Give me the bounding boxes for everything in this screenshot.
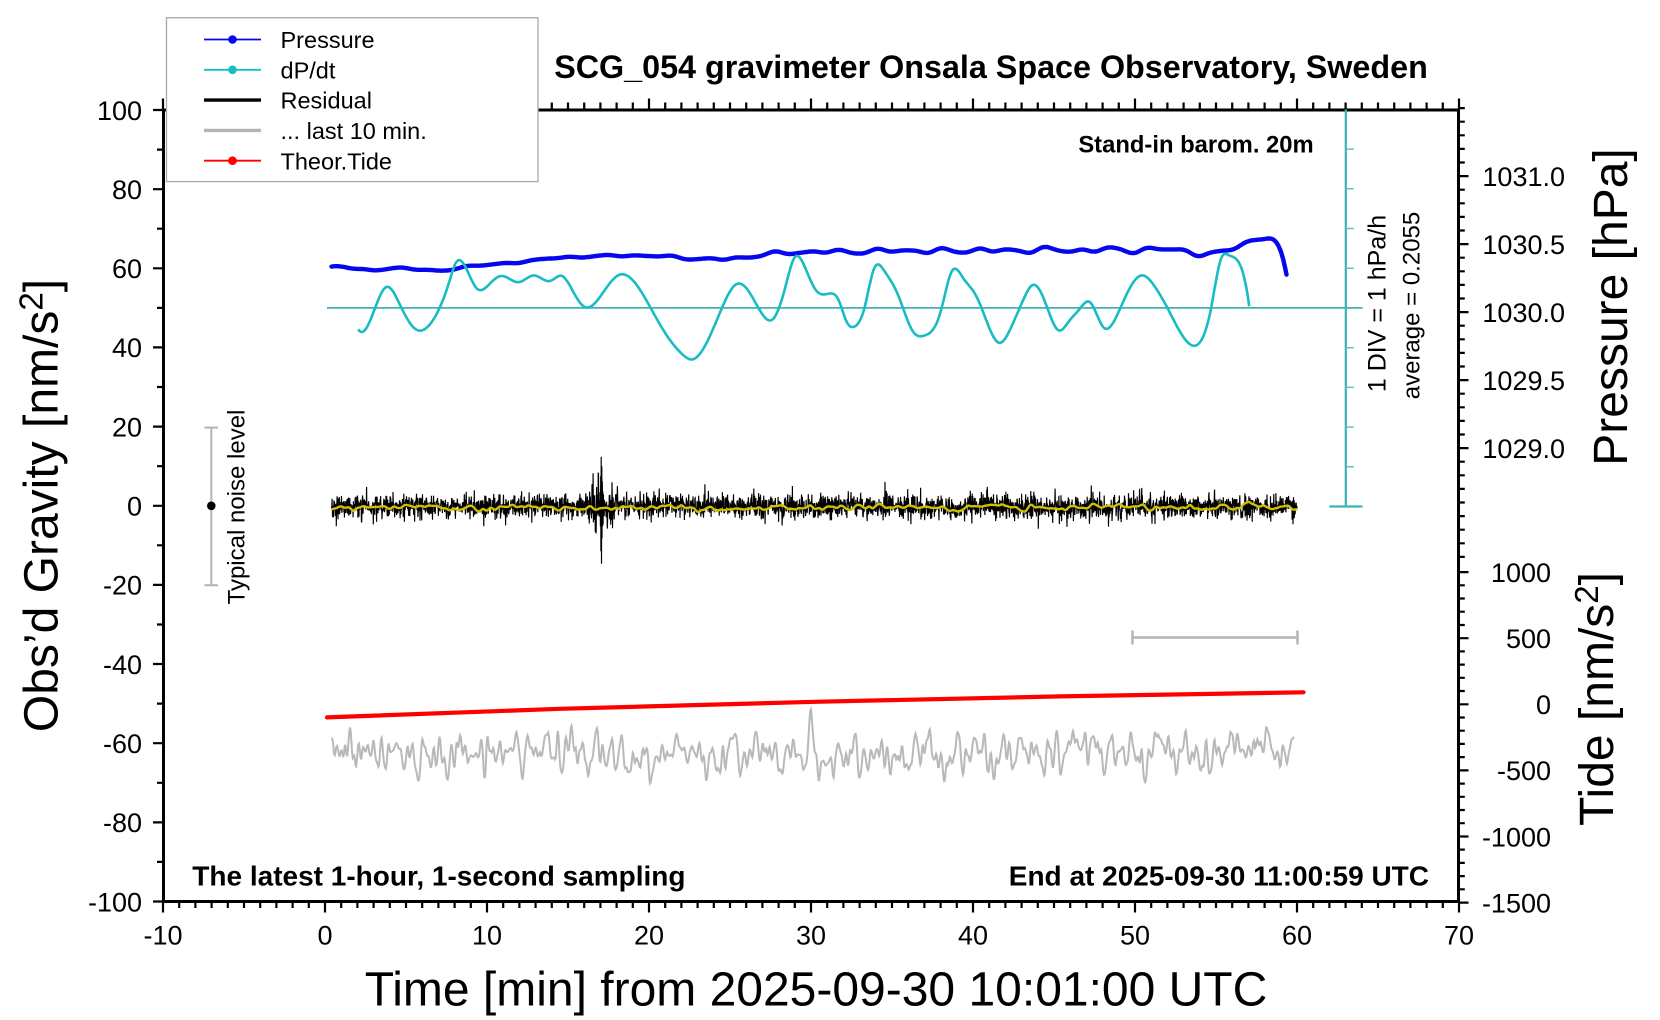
svg-text:Typical noise level: Typical noise level xyxy=(224,410,251,605)
svg-text:-20: -20 xyxy=(103,571,142,601)
svg-text:Pressure: Pressure xyxy=(281,27,375,53)
svg-text:1031.0: 1031.0 xyxy=(1482,162,1565,192)
svg-text:-1000: -1000 xyxy=(1482,822,1551,852)
svg-text:Residual: Residual xyxy=(281,88,372,114)
svg-text:10: 10 xyxy=(472,921,502,951)
svg-text:70: 70 xyxy=(1444,921,1474,951)
svg-text:20: 20 xyxy=(634,921,664,951)
svg-text:-60: -60 xyxy=(103,729,142,759)
svg-text:100: 100 xyxy=(97,96,142,126)
svg-text:40: 40 xyxy=(958,921,988,951)
svg-text:1030.0: 1030.0 xyxy=(1482,298,1565,328)
svg-text:0: 0 xyxy=(127,492,142,522)
svg-text:The latest 1-hour, 1-second sa: The latest 1-hour, 1-second sampling xyxy=(192,861,685,892)
svg-text:500: 500 xyxy=(1506,624,1551,654)
svg-text:-40: -40 xyxy=(103,650,142,680)
svg-text:1029.5: 1029.5 xyxy=(1482,366,1565,396)
svg-text:0: 0 xyxy=(317,921,332,951)
svg-text:dP/dt: dP/dt xyxy=(281,57,336,83)
svg-text:1000: 1000 xyxy=(1491,558,1551,588)
svg-text:-1500: -1500 xyxy=(1482,888,1551,918)
svg-text:Time [min] from 2025-09-30 10:: Time [min] from 2025-09-30 10:01:00 UTC xyxy=(365,964,1268,1017)
svg-text:Pressure [hPa]: Pressure [hPa] xyxy=(1585,148,1638,465)
svg-text:Stand-in barom. 20m: Stand-in barom. 20m xyxy=(1078,132,1313,159)
svg-text:80: 80 xyxy=(112,175,142,205)
svg-text:Tide [nm/s2]: Tide [nm/s2] xyxy=(1568,572,1624,826)
svg-text:20: 20 xyxy=(112,412,142,442)
svg-text:-500: -500 xyxy=(1497,756,1551,786)
svg-text:-100: -100 xyxy=(88,887,142,917)
svg-text:50: 50 xyxy=(1120,921,1150,951)
svg-text:End at 2025-09-30 11:00:59 UTC: End at 2025-09-30 11:00:59 UTC xyxy=(1009,861,1429,892)
svg-text:Theor.Tide: Theor.Tide xyxy=(281,148,392,174)
svg-text:1030.5: 1030.5 xyxy=(1482,230,1565,260)
svg-text:1 DIV = 1 hPa/h: 1 DIV = 1 hPa/h xyxy=(1364,215,1392,392)
svg-text:60: 60 xyxy=(1282,921,1312,951)
svg-text:60: 60 xyxy=(112,254,142,284)
svg-text:30: 30 xyxy=(796,921,826,951)
svg-text:1029.0: 1029.0 xyxy=(1482,434,1565,464)
svg-text:SCG_054 gravimeter Onsala Spac: SCG_054 gravimeter Onsala Space Observat… xyxy=(554,49,1428,85)
svg-text:Obs’d Gravity [nm/s2]: Obs’d Gravity [nm/s2] xyxy=(13,279,69,732)
svg-text:-80: -80 xyxy=(103,808,142,838)
svg-text:-10: -10 xyxy=(143,921,182,951)
svg-text:average = 0.2055: average = 0.2055 xyxy=(1399,212,1426,400)
svg-text:... last 10 min.: ... last 10 min. xyxy=(281,118,427,144)
svg-text:40: 40 xyxy=(112,333,142,363)
svg-text:0: 0 xyxy=(1536,690,1551,720)
